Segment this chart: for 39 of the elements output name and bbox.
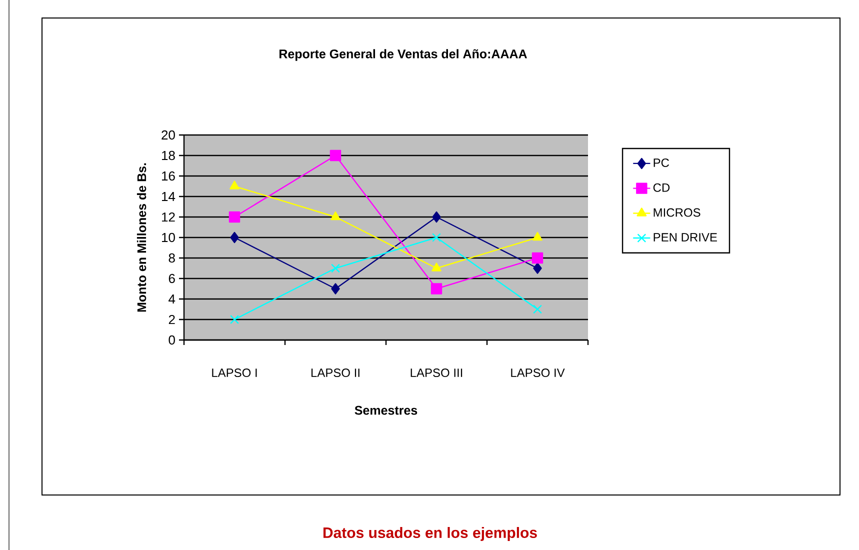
y-tick-label: 18 — [162, 150, 175, 160]
y-tick-label: 16 — [162, 171, 175, 181]
y-tick-label: 2 — [168, 314, 175, 324]
y-tick-label: 4 — [168, 294, 176, 304]
y-tick-label: 6 — [168, 274, 175, 284]
legend-label: CD — [653, 183, 670, 192]
y-tick-label: 14 — [162, 192, 176, 201]
text: Datos usados en los ejemplos — [323, 527, 537, 541]
point — [533, 262, 542, 274]
x-tick-label: LAPSO III — [410, 368, 462, 378]
point — [430, 283, 442, 294]
legend-label: MICROS — [654, 208, 700, 217]
x-axis-title: Semestres — [354, 406, 418, 415]
point — [331, 283, 340, 294]
point — [533, 304, 542, 314]
y-tick-label: 20 — [162, 130, 175, 140]
point — [432, 233, 441, 242]
x-tick-label: LAPSO II — [311, 368, 360, 378]
point — [432, 262, 442, 272]
point — [228, 211, 240, 223]
legend-label: PEN DRIVE — [654, 233, 717, 242]
point — [532, 252, 544, 264]
point — [532, 232, 542, 241]
point — [432, 211, 441, 223]
y-tick-label: 8 — [168, 253, 175, 263]
point — [230, 180, 240, 190]
legend-label: PC — [654, 158, 670, 168]
x-tick-label: LAPSO I — [212, 368, 257, 378]
y-tick-label: 0 — [168, 335, 175, 345]
point — [330, 211, 340, 220]
point — [330, 150, 342, 162]
y-tick-label: 12 — [162, 212, 175, 222]
point — [230, 232, 239, 244]
x-tick-label: LAPSO IV — [511, 368, 565, 378]
point — [331, 264, 340, 273]
y-axis-title: Monto en Millones de Bs. — [136, 163, 146, 312]
point — [230, 315, 239, 324]
y-tick-label: 10 — [162, 232, 175, 242]
chart-title: Reporte General de Ventas del Año:AAAA — [280, 49, 527, 61]
